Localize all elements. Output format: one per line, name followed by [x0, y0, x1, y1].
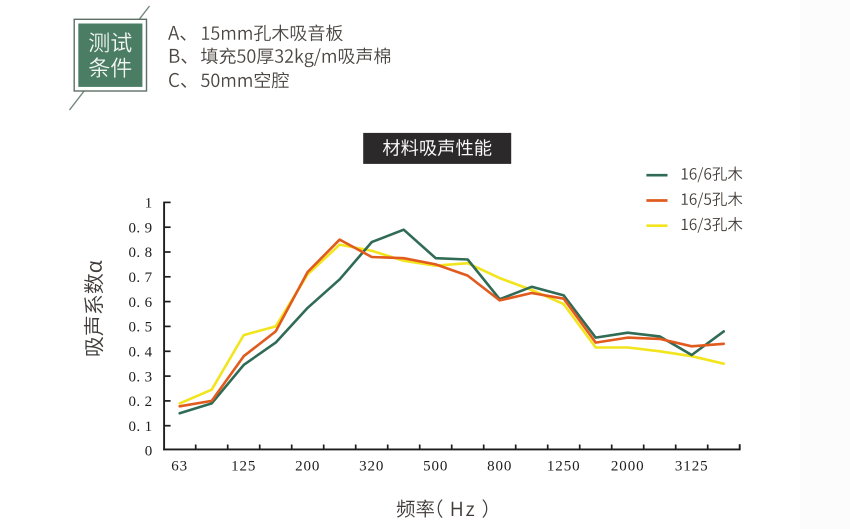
svg-text:0. 4: 0. 4 — [128, 345, 152, 361]
svg-text:200: 200 — [295, 458, 320, 474]
svg-text:320: 320 — [359, 458, 384, 474]
svg-text:0. 8: 0. 8 — [128, 245, 152, 261]
svg-text:0. 1: 0. 1 — [128, 419, 152, 435]
svg-text:0. 3: 0. 3 — [128, 369, 152, 385]
svg-text:0. 5: 0. 5 — [128, 320, 152, 336]
svg-text:2000: 2000 — [611, 458, 645, 474]
svg-text:125: 125 — [231, 458, 256, 474]
svg-text:0. 9: 0. 9 — [128, 220, 152, 236]
svg-text:0: 0 — [145, 444, 153, 460]
svg-text:800: 800 — [487, 458, 512, 474]
svg-text:0. 2: 0. 2 — [128, 394, 152, 410]
svg-text:3125: 3125 — [675, 458, 709, 474]
svg-text:1: 1 — [145, 196, 153, 212]
svg-text:63: 63 — [171, 458, 188, 474]
svg-text:0. 6: 0. 6 — [128, 295, 152, 311]
svg-text:500: 500 — [423, 458, 448, 474]
svg-text:1250: 1250 — [547, 458, 581, 474]
svg-text:0. 7: 0. 7 — [128, 270, 152, 286]
